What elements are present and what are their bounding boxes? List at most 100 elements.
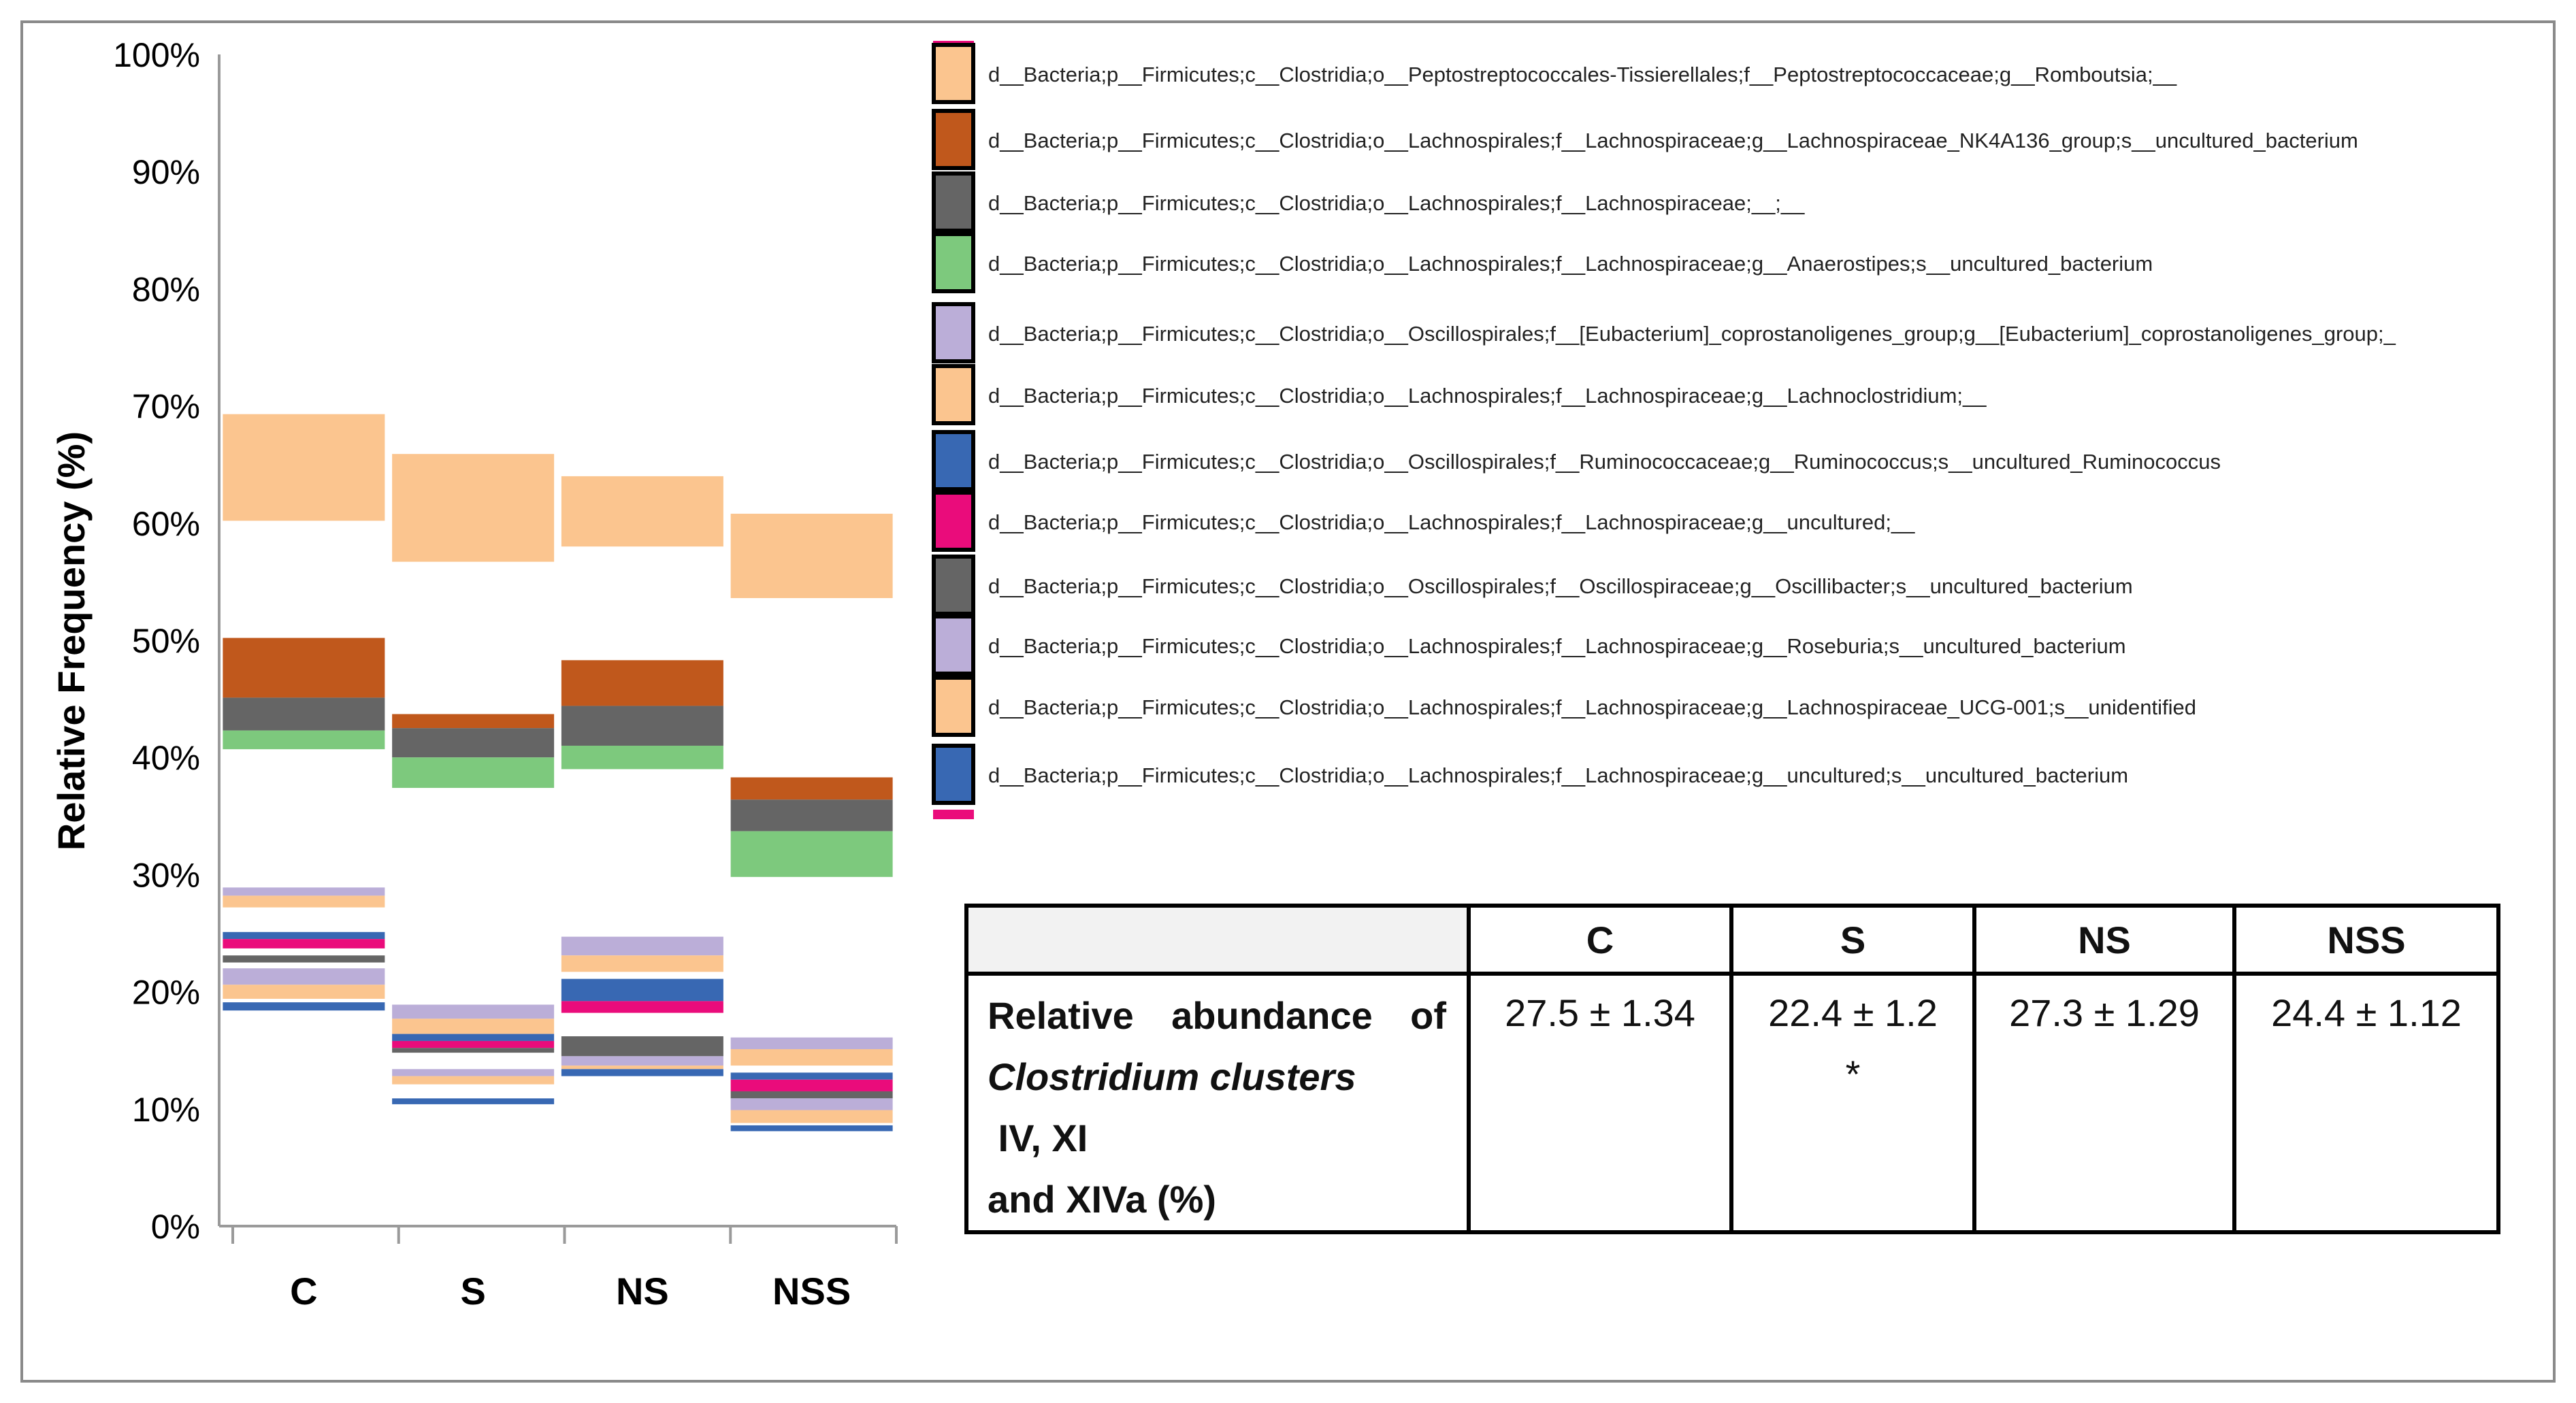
bar-segment-ns-3 [561, 745, 723, 770]
legend-label: d__Bacteria;p__Firmicutes;c__Clostridia;… [988, 763, 2128, 787]
bar-segment-ns-4 [561, 936, 723, 956]
bar-segment-nss-4 [730, 1037, 893, 1049]
bar-segment-c-0 [223, 414, 385, 521]
bar-segment-s-6 [392, 1034, 555, 1041]
bar-segment-ns-10 [561, 1066, 723, 1070]
legend-label: d__Bacteria;p__Firmicutes;c__Clostridia;… [988, 634, 2126, 658]
bar-segment-nss-5 [730, 1049, 893, 1066]
legend-swatch [932, 744, 975, 805]
row-label-rest: IV, XI [988, 1117, 1088, 1159]
table-header-cell: S [1729, 904, 1976, 976]
y-tick-label: 20% [132, 974, 200, 1012]
legend-label: d__Bacteria;p__Firmicutes;c__Clostridia;… [988, 252, 2153, 276]
x-tick-label-c: C [290, 1270, 317, 1313]
bar-segment-s-3 [392, 757, 555, 788]
bar-segment-nss-3 [730, 831, 893, 877]
bar-segment-nss-10 [730, 1110, 893, 1123]
bar-segment-nss-8 [730, 1091, 893, 1099]
legend-swatch [932, 614, 975, 676]
stacked-bar-chart: 0% 10% 20% 30% 40% 50% 60% 70% 80% 90% 100% C S NS NS… [50, 36, 898, 1313]
legend-swatch [932, 430, 975, 491]
bar-segment-s-11 [392, 1098, 555, 1104]
table-header-cell: NS [1972, 904, 2236, 976]
row-label-italic: Clostridium clusters [988, 1055, 1356, 1098]
table-header-cell: NSS [2232, 904, 2500, 976]
bar-segment-s-5 [392, 1019, 555, 1034]
legend-edge-mark [933, 810, 974, 819]
bar-segment-nss-9 [730, 1098, 893, 1110]
x-tick-label-nss: NSS [772, 1270, 851, 1313]
y-tick-label: 60% [132, 505, 200, 543]
legend-label: d__Bacteria;p__Firmicutes;c__Clostridia;… [988, 450, 2221, 474]
bar-segment-ns-7 [561, 1001, 723, 1013]
row-label-line3: and XIVa (%) [988, 1178, 1217, 1221]
table-row-label: Relative abundance of Clostridium cluste… [964, 972, 1471, 1234]
legend-label: d__Bacteria;p__Firmicutes;c__Clostridia;… [988, 695, 2196, 719]
x-tick-label-ns: NS [616, 1270, 669, 1313]
legend-swatch [932, 302, 975, 363]
bar-segment-ns-5 [561, 955, 723, 972]
y-tick-label: 100% [113, 36, 200, 74]
bar-segment-c-1 [223, 638, 385, 698]
bar-segment-nss-6 [730, 1072, 893, 1080]
legend-label: d__Bacteria;p__Firmicutes;c__Clostridia;… [988, 129, 2358, 152]
table-cell-c: 27.5 ± 1.34 [1467, 972, 1733, 1234]
bar-segment-ns-2 [561, 706, 723, 746]
table-row: Relative abundance of Clostridium cluste… [964, 972, 2500, 1234]
legend-swatch [932, 491, 975, 552]
table-header-cell: C [1467, 904, 1733, 976]
legend-label: d__Bacteria;p__Firmicutes;c__Clostridia;… [988, 191, 1805, 215]
legend: d__Bacteria;p__Firmicutes;c__Clostridia;… [932, 41, 2396, 819]
table-header-row: C S NS NSS [964, 904, 2500, 976]
bar-segment-c-8 [223, 955, 385, 963]
bar-segment-c-3 [223, 730, 385, 750]
y-tick-label: 30% [132, 856, 200, 894]
bar-segment-s-10 [392, 1076, 555, 1085]
bar-segment-c-5 [223, 895, 385, 908]
bar-segment-s-4 [392, 1004, 555, 1019]
legend-swatch [932, 555, 975, 616]
bar-segment-ns-11 [561, 1069, 723, 1076]
bar-segment-s-8 [392, 1048, 555, 1053]
legend-label: d__Bacteria;p__Firmicutes;c__Clostridia;… [988, 574, 2133, 598]
table-header-blank [964, 904, 1471, 976]
y-tick-label: 10% [132, 1091, 200, 1129]
bar-segment-c-11 [223, 1002, 385, 1011]
legend-swatch [932, 676, 975, 737]
legend-label: d__Bacteria;p__Firmicutes;c__Clostridia;… [988, 510, 1915, 534]
bar-segment-c-4 [223, 887, 385, 896]
bar-segment-ns-0 [561, 476, 723, 547]
y-tick-label: 90% [132, 153, 200, 191]
y-tick-label: 50% [132, 622, 200, 660]
bar-segment-nss-2 [730, 799, 893, 831]
table-cell-s: 22.4 ± 1.2 * [1729, 972, 1976, 1234]
bar-segment-c-6 [223, 931, 385, 940]
legend-label: d__Bacteria;p__Firmicutes;c__Clostridia;… [988, 384, 1987, 408]
legend-swatch [932, 232, 975, 293]
legend-swatch [932, 43, 975, 104]
bar-segment-ns-1 [561, 660, 723, 706]
figure-frame [20, 20, 2556, 1383]
bar-segment-ns-9 [561, 1056, 723, 1066]
legend-edge-mark [933, 41, 974, 44]
bar-segment-c-9 [223, 968, 385, 985]
row-label-word: abundance [1171, 994, 1373, 1037]
legend-label: d__Bacteria;p__Firmicutes;c__Clostridia;… [988, 63, 2177, 86]
bar-segment-c-2 [223, 697, 385, 731]
legend-label: d__Bacteria;p__Firmicutes;c__Clostridia;… [988, 322, 2396, 346]
bar-segment-nss-7 [730, 1079, 893, 1091]
legend-swatch [932, 364, 975, 425]
bar-segments [223, 414, 893, 1132]
bar-segment-s-2 [392, 728, 555, 758]
bar-segment-nss-0 [730, 514, 893, 599]
y-tick-label: 80% [132, 270, 200, 308]
bar-segment-s-7 [392, 1040, 555, 1049]
y-tick-label: 40% [132, 739, 200, 777]
bar-segment-c-10 [223, 985, 385, 999]
x-axis-ticks [231, 1226, 898, 1244]
bar-segment-ns-6 [561, 978, 723, 1002]
bar-segment-nss-1 [730, 777, 893, 800]
bar-segment-s-1 [392, 714, 555, 729]
y-tick-label: 0% [151, 1208, 200, 1246]
bar-segment-nss-11 [730, 1125, 893, 1132]
